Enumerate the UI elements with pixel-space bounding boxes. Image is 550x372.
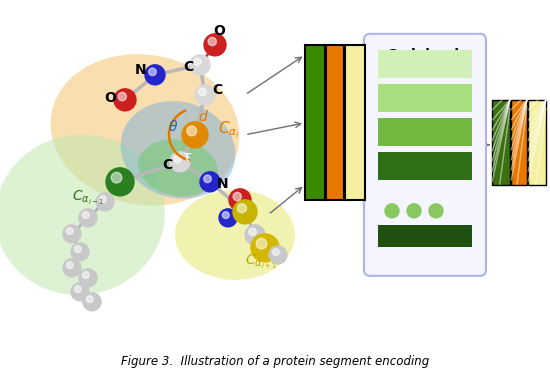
Bar bbox=[528, 100, 546, 185]
Circle shape bbox=[82, 212, 89, 219]
Circle shape bbox=[199, 88, 206, 96]
Text: $\theta$: $\theta$ bbox=[168, 119, 178, 134]
Circle shape bbox=[86, 296, 93, 302]
Circle shape bbox=[118, 92, 126, 101]
Text: Figure 3.  Illustration of a protein segment encoding: Figure 3. Illustration of a protein segm… bbox=[121, 355, 429, 368]
Circle shape bbox=[187, 126, 197, 136]
Circle shape bbox=[195, 85, 215, 105]
Ellipse shape bbox=[51, 54, 239, 205]
Circle shape bbox=[67, 228, 73, 235]
Text: Codebook: Codebook bbox=[386, 48, 464, 62]
Bar bbox=[378, 118, 472, 146]
Circle shape bbox=[111, 172, 122, 183]
Circle shape bbox=[233, 200, 257, 224]
Ellipse shape bbox=[0, 135, 165, 295]
Circle shape bbox=[233, 192, 241, 201]
Circle shape bbox=[200, 172, 220, 192]
Circle shape bbox=[63, 225, 81, 243]
Text: N: N bbox=[135, 63, 147, 77]
Circle shape bbox=[269, 246, 287, 264]
Circle shape bbox=[182, 122, 208, 148]
Ellipse shape bbox=[138, 140, 218, 196]
Circle shape bbox=[96, 193, 114, 211]
Text: C: C bbox=[212, 83, 222, 97]
Circle shape bbox=[71, 243, 89, 261]
Circle shape bbox=[79, 209, 97, 227]
Text: $C_{\alpha_{i+1}}$: $C_{\alpha_{i+1}}$ bbox=[245, 253, 277, 271]
Circle shape bbox=[114, 89, 136, 111]
Bar bbox=[378, 50, 472, 78]
Text: $C_{\alpha_{i-1}}$: $C_{\alpha_{i-1}}$ bbox=[72, 189, 104, 207]
Circle shape bbox=[256, 238, 267, 249]
Circle shape bbox=[245, 225, 265, 245]
Bar bbox=[492, 100, 510, 185]
Text: O: O bbox=[213, 24, 225, 38]
Circle shape bbox=[222, 212, 229, 219]
Circle shape bbox=[100, 196, 106, 203]
Circle shape bbox=[429, 204, 443, 218]
Bar bbox=[305, 45, 325, 200]
Circle shape bbox=[190, 55, 210, 75]
Circle shape bbox=[83, 293, 101, 311]
Circle shape bbox=[63, 259, 81, 277]
Circle shape bbox=[71, 283, 89, 301]
Bar bbox=[511, 100, 527, 185]
Circle shape bbox=[79, 269, 97, 287]
Bar bbox=[378, 152, 472, 180]
Text: C: C bbox=[183, 60, 193, 74]
Circle shape bbox=[204, 34, 226, 56]
Bar bbox=[378, 225, 472, 247]
Circle shape bbox=[170, 152, 190, 172]
Circle shape bbox=[67, 262, 73, 269]
Circle shape bbox=[251, 234, 279, 262]
Text: $C_{\alpha_i}$: $C_{\alpha_i}$ bbox=[218, 119, 240, 140]
Ellipse shape bbox=[120, 101, 235, 199]
Circle shape bbox=[145, 65, 165, 85]
Circle shape bbox=[249, 228, 256, 235]
Circle shape bbox=[229, 189, 251, 211]
Bar bbox=[345, 45, 365, 200]
Circle shape bbox=[385, 204, 399, 218]
Circle shape bbox=[194, 58, 201, 65]
Circle shape bbox=[174, 155, 182, 163]
Ellipse shape bbox=[175, 190, 295, 280]
Text: $\tau$: $\tau$ bbox=[182, 150, 192, 164]
Circle shape bbox=[407, 204, 421, 218]
Circle shape bbox=[74, 246, 81, 253]
Circle shape bbox=[148, 68, 156, 76]
Circle shape bbox=[204, 175, 211, 183]
Circle shape bbox=[238, 204, 246, 213]
Circle shape bbox=[106, 168, 134, 196]
Circle shape bbox=[219, 209, 237, 227]
Text: C: C bbox=[162, 158, 172, 172]
Circle shape bbox=[82, 272, 89, 279]
Bar bbox=[326, 45, 344, 200]
Text: N: N bbox=[217, 177, 229, 191]
Circle shape bbox=[74, 286, 81, 292]
Text: O: O bbox=[104, 91, 116, 105]
Circle shape bbox=[272, 249, 279, 256]
Text: $d$: $d$ bbox=[197, 109, 208, 124]
Circle shape bbox=[208, 37, 217, 46]
Bar bbox=[378, 84, 472, 112]
FancyBboxPatch shape bbox=[364, 34, 486, 276]
